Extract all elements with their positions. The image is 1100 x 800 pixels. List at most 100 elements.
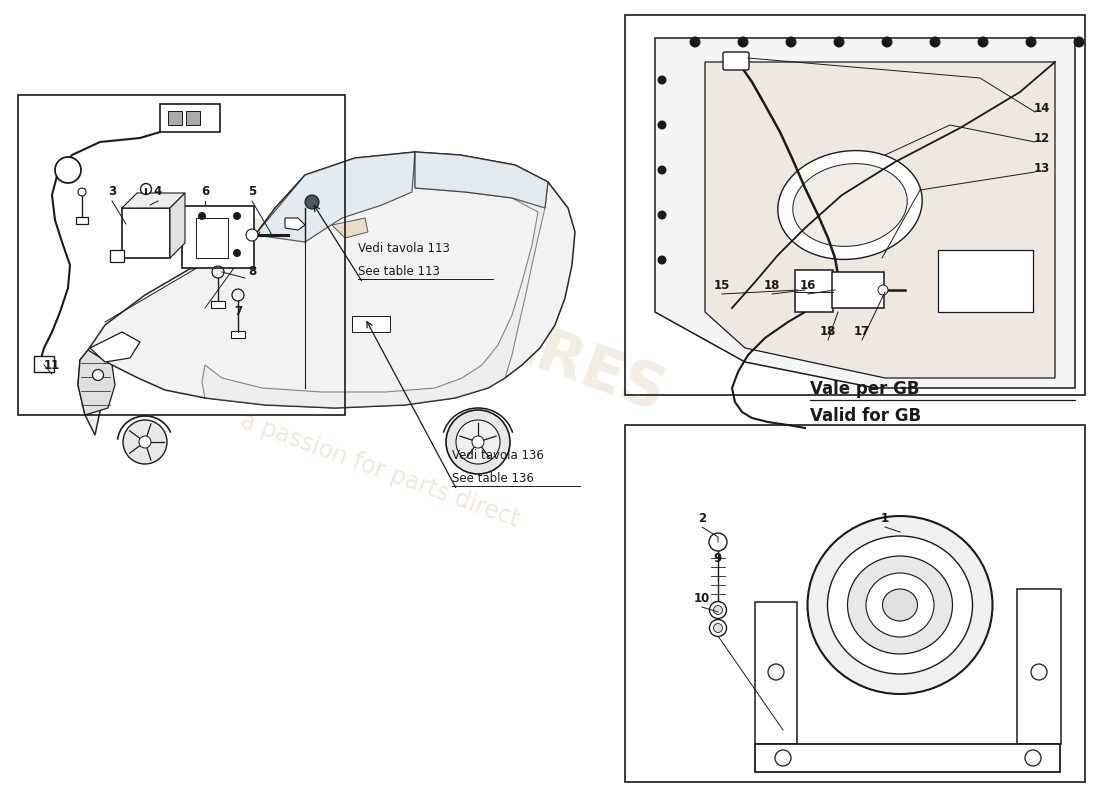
Circle shape (55, 157, 81, 183)
Ellipse shape (882, 589, 917, 621)
Circle shape (930, 37, 940, 47)
Text: Vedi tavola 136: Vedi tavola 136 (452, 449, 543, 462)
Polygon shape (90, 332, 140, 362)
Text: 10: 10 (694, 592, 711, 605)
Circle shape (233, 249, 241, 257)
Text: 11: 11 (44, 359, 60, 372)
Text: 15: 15 (714, 279, 730, 292)
Polygon shape (415, 152, 548, 208)
Circle shape (198, 212, 206, 220)
Bar (160, 104, 220, 132)
Text: 6: 6 (201, 185, 209, 198)
Circle shape (1025, 37, 1036, 47)
Bar (625, 425, 1085, 782)
Circle shape (714, 623, 723, 633)
Circle shape (714, 606, 723, 614)
Circle shape (658, 166, 667, 174)
Text: 9: 9 (714, 552, 722, 565)
Polygon shape (705, 62, 1055, 378)
Polygon shape (654, 38, 1075, 388)
Circle shape (658, 121, 667, 130)
Bar (168, 111, 182, 125)
Polygon shape (170, 193, 185, 258)
Circle shape (878, 285, 888, 295)
Bar (352, 316, 390, 332)
Bar (182, 206, 254, 268)
Circle shape (690, 37, 701, 47)
Ellipse shape (793, 164, 908, 246)
Text: 2: 2 (697, 512, 706, 525)
Polygon shape (122, 193, 185, 208)
Text: 1: 1 (881, 512, 889, 525)
Circle shape (737, 37, 748, 47)
Circle shape (710, 619, 726, 637)
Ellipse shape (847, 556, 953, 654)
Bar (211, 301, 226, 308)
Circle shape (139, 436, 151, 448)
Circle shape (78, 188, 86, 196)
Text: 18: 18 (820, 325, 836, 338)
Circle shape (785, 37, 796, 47)
Bar (1018, 589, 1062, 744)
Bar (231, 331, 245, 338)
Text: 17: 17 (854, 325, 870, 338)
Ellipse shape (866, 573, 934, 637)
Circle shape (456, 420, 501, 464)
Circle shape (978, 37, 989, 47)
Polygon shape (202, 152, 548, 408)
Circle shape (92, 370, 103, 381)
Text: 8: 8 (248, 265, 256, 278)
Bar (18, 95, 345, 415)
Text: 18: 18 (763, 279, 780, 292)
Ellipse shape (778, 150, 922, 259)
Text: 16: 16 (800, 279, 816, 292)
Text: EUROSPARES: EUROSPARES (227, 214, 673, 426)
Text: 3: 3 (108, 185, 117, 198)
Circle shape (658, 255, 667, 265)
Circle shape (123, 420, 167, 464)
Circle shape (658, 75, 667, 85)
Text: 14: 14 (1034, 102, 1050, 115)
Polygon shape (255, 152, 415, 242)
Bar (625, 15, 1085, 395)
Circle shape (233, 212, 241, 220)
Ellipse shape (807, 516, 992, 694)
Circle shape (472, 436, 484, 448)
Polygon shape (332, 218, 368, 238)
Bar (755, 602, 797, 744)
Bar (186, 111, 200, 125)
Text: Vale per GB: Vale per GB (810, 380, 920, 398)
Ellipse shape (827, 536, 972, 674)
FancyBboxPatch shape (723, 52, 749, 70)
Polygon shape (78, 350, 116, 415)
Circle shape (710, 602, 726, 618)
Text: 5: 5 (248, 185, 256, 198)
Bar (795, 270, 833, 312)
Circle shape (141, 183, 152, 194)
Circle shape (658, 210, 667, 219)
Polygon shape (285, 218, 305, 230)
Text: Vedi tavola 113: Vedi tavola 113 (358, 242, 450, 255)
Bar (755, 744, 1060, 772)
Circle shape (710, 533, 727, 551)
Circle shape (881, 37, 892, 47)
Text: 4: 4 (154, 185, 162, 198)
Circle shape (246, 229, 258, 241)
Circle shape (834, 37, 845, 47)
Bar (196, 218, 228, 258)
Text: Valid for GB: Valid for GB (810, 407, 921, 425)
Text: a passion for parts direct: a passion for parts direct (238, 408, 522, 532)
Circle shape (1074, 37, 1085, 47)
Bar (938, 250, 1033, 312)
Polygon shape (78, 152, 575, 435)
Circle shape (305, 195, 319, 209)
Circle shape (188, 261, 196, 269)
Text: See table 113: See table 113 (358, 265, 440, 278)
Bar (832, 272, 884, 308)
Text: 13: 13 (1034, 162, 1050, 175)
Circle shape (446, 410, 510, 474)
Text: 7: 7 (234, 305, 242, 318)
Bar (122, 208, 170, 258)
Text: 12: 12 (1034, 132, 1050, 145)
Bar (34, 356, 54, 372)
